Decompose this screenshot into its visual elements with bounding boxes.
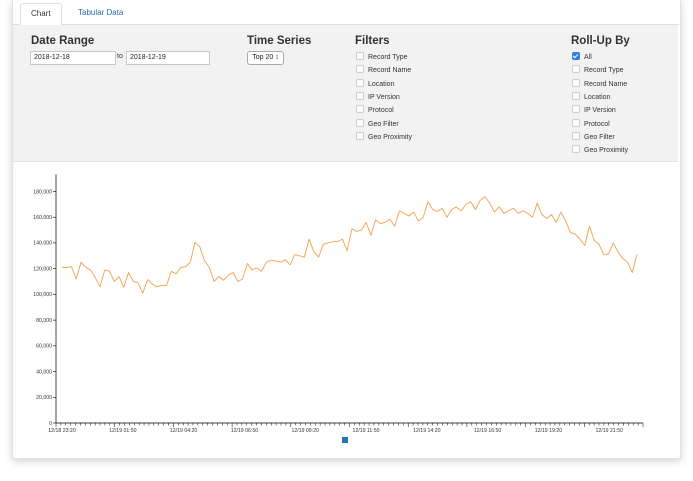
y-tick-label: 40,000 bbox=[36, 369, 52, 375]
x-tick-label: 12/19 01:50 bbox=[109, 428, 137, 434]
checkbox-icon[interactable] bbox=[572, 91, 580, 100]
tab-chart[interactable]: Chart bbox=[20, 3, 62, 25]
rollup-option-label: Record Name bbox=[584, 80, 628, 88]
checkbox-icon[interactable] bbox=[572, 145, 580, 154]
checkbox-icon[interactable] bbox=[572, 105, 580, 114]
y-tick-label: 60,000 bbox=[36, 344, 52, 350]
y-tick-label: 160,000 bbox=[33, 215, 52, 221]
rollup-option[interactable]: Record Type bbox=[572, 65, 624, 75]
checkbox-icon[interactable] bbox=[356, 52, 364, 60]
rollup-option-label: IP Version bbox=[584, 107, 616, 115]
rollup-option[interactable]: Geo Proximity bbox=[572, 145, 628, 155]
filter-option-label: Record Type bbox=[368, 54, 408, 61]
rollup-option[interactable]: All bbox=[572, 52, 592, 62]
rollup-option[interactable]: Record Name bbox=[572, 78, 628, 89]
y-tick-label: 0 bbox=[49, 421, 52, 427]
time-series-select[interactable]: Top 20 ↕ bbox=[247, 51, 284, 65]
filter-option-label: Record Name bbox=[368, 67, 412, 75]
rollup-option-label: Record Type bbox=[584, 67, 624, 75]
x-tick-label: 12/19 16:50 bbox=[474, 428, 502, 434]
tab-bar: Chart Tabular Data bbox=[12, 0, 679, 25]
rollup-option-label: All bbox=[584, 54, 592, 61]
y-tick-label: 80,000 bbox=[36, 318, 52, 324]
end-date-input[interactable]: 2018-12-19 bbox=[126, 51, 210, 65]
date-range-title: Date Range bbox=[31, 35, 95, 47]
x-tick-label: 12/19 14:20 bbox=[413, 428, 441, 434]
filter-option[interactable]: Record Type bbox=[356, 52, 408, 62]
rollup-option-label: Geo Proximity bbox=[584, 147, 628, 155]
legend-swatch bbox=[342, 437, 348, 443]
filter-option-label: Location bbox=[368, 80, 395, 88]
to-label: to bbox=[117, 53, 123, 60]
filter-option-label: Protocol bbox=[368, 107, 394, 115]
rollup-option[interactable]: Geo Filter bbox=[572, 131, 615, 142]
filter-option[interactable]: Geo Proximity bbox=[356, 131, 412, 142]
checkbox-checked-icon[interactable] bbox=[572, 52, 580, 60]
y-tick-label: 180,000 bbox=[33, 189, 52, 195]
checkbox-icon[interactable] bbox=[356, 118, 364, 127]
x-tick-label: 12/19 21:50 bbox=[595, 428, 623, 434]
filter-option[interactable]: IP Version bbox=[356, 91, 400, 102]
time-series-title: Time Series bbox=[247, 35, 312, 47]
series-line bbox=[62, 196, 638, 294]
y-tick-label: 20,000 bbox=[36, 395, 52, 401]
filter-option-label: Geo Filter bbox=[368, 120, 399, 128]
rollup-option-label: Geo Filter bbox=[584, 133, 615, 141]
filter-option[interactable]: Location bbox=[356, 78, 395, 89]
rollup-option-label: Location bbox=[584, 93, 611, 101]
y-tick-label: 140,000 bbox=[33, 241, 52, 247]
checkbox-icon[interactable] bbox=[572, 118, 580, 127]
x-tick-label: 12/19 11:50 bbox=[352, 428, 379, 434]
checkbox-icon[interactable] bbox=[572, 131, 580, 140]
filter-option[interactable]: Protocol bbox=[356, 105, 394, 115]
rollup-option[interactable]: Protocol bbox=[572, 118, 610, 129]
x-tick-label: 12/19 06:50 bbox=[231, 428, 259, 434]
rollup-title: Roll-Up By bbox=[571, 35, 630, 47]
filter-option[interactable]: Record Name bbox=[356, 65, 411, 75]
y-tick-label: 100,000 bbox=[33, 292, 52, 298]
y-tick-label: 120,000 bbox=[33, 266, 52, 272]
x-tick-label: 12/18 23:20 bbox=[48, 428, 76, 434]
filter-option[interactable]: Geo Filter bbox=[356, 118, 399, 129]
tab-tabular-data[interactable]: Tabular Data bbox=[78, 8, 124, 17]
filter-option-label: IP Version bbox=[368, 93, 400, 101]
checkbox-icon[interactable] bbox=[356, 105, 364, 114]
rollup-option[interactable]: Location bbox=[572, 91, 611, 102]
x-tick-label: 12/19 04:20 bbox=[170, 428, 198, 434]
checkbox-icon[interactable] bbox=[356, 65, 364, 74]
controls-panel: Date Range 2018-12-18 to 2018-12-19 Time… bbox=[13, 25, 678, 162]
x-tick-label: 12/19 19:20 bbox=[535, 428, 563, 434]
rollup-option-label: Protocol bbox=[584, 120, 610, 128]
filter-option-label: Geo Proximity bbox=[368, 133, 412, 141]
x-tick-label: 12/19 09:20 bbox=[291, 428, 319, 434]
checkbox-icon[interactable] bbox=[572, 65, 580, 74]
rollup-option[interactable]: IP Version bbox=[572, 105, 616, 115]
start-date-input[interactable]: 2018-12-18 bbox=[30, 51, 116, 65]
checkbox-icon[interactable] bbox=[356, 91, 364, 100]
filters-title: Filters bbox=[355, 35, 390, 47]
checkbox-icon[interactable] bbox=[356, 131, 364, 140]
checkbox-icon[interactable] bbox=[572, 78, 580, 87]
checkbox-icon[interactable] bbox=[356, 78, 364, 87]
